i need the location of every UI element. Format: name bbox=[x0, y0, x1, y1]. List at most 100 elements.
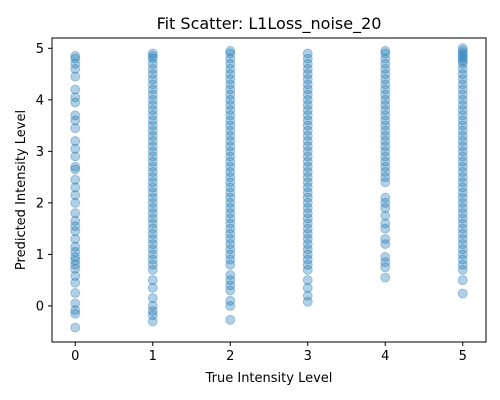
data-point bbox=[302, 151, 313, 162]
data-point bbox=[225, 84, 236, 95]
data-point bbox=[70, 136, 81, 147]
data-point bbox=[302, 172, 313, 183]
data-point bbox=[457, 99, 468, 110]
data-point bbox=[70, 197, 81, 208]
data-point bbox=[225, 130, 236, 141]
data-point bbox=[457, 197, 468, 208]
data-point bbox=[147, 208, 158, 219]
data-point bbox=[225, 79, 236, 90]
data-point bbox=[302, 192, 313, 203]
data-point bbox=[147, 282, 158, 293]
data-point bbox=[457, 48, 468, 59]
y-axis-label: Predicted Intensity Level bbox=[14, 110, 29, 270]
data-point bbox=[457, 89, 468, 100]
data-point bbox=[302, 110, 313, 121]
data-point bbox=[457, 275, 468, 286]
data-point bbox=[380, 251, 391, 262]
data-point bbox=[457, 84, 468, 95]
data-point bbox=[225, 249, 236, 260]
x-tick-label: 4 bbox=[381, 349, 389, 364]
data-point bbox=[147, 89, 158, 100]
data-point bbox=[380, 125, 391, 136]
data-point bbox=[457, 156, 468, 167]
data-point bbox=[70, 53, 81, 64]
data-point bbox=[70, 51, 81, 62]
data-point bbox=[302, 228, 313, 239]
data-point bbox=[380, 203, 391, 214]
data-point bbox=[302, 244, 313, 255]
data-point bbox=[70, 174, 81, 185]
data-point bbox=[457, 254, 468, 265]
data-point bbox=[380, 74, 391, 85]
data-point bbox=[147, 228, 158, 239]
data-point bbox=[457, 125, 468, 136]
data-point bbox=[70, 322, 81, 333]
data-point bbox=[302, 146, 313, 157]
data-point bbox=[302, 161, 313, 172]
data-point bbox=[457, 130, 468, 141]
data-point bbox=[147, 74, 158, 85]
data-point bbox=[457, 187, 468, 198]
data-point bbox=[380, 239, 391, 250]
data-point bbox=[147, 69, 158, 80]
data-point bbox=[225, 53, 236, 64]
data-point bbox=[70, 92, 81, 103]
data-point bbox=[225, 161, 236, 172]
data-point bbox=[147, 120, 158, 131]
data-point bbox=[70, 251, 81, 262]
data-point bbox=[302, 296, 313, 307]
data-point bbox=[302, 136, 313, 147]
data-point bbox=[70, 298, 81, 309]
data-point bbox=[70, 263, 81, 274]
x-tick-label: 5 bbox=[459, 349, 467, 364]
data-point bbox=[302, 53, 313, 64]
data-point bbox=[147, 151, 158, 162]
data-point bbox=[147, 239, 158, 250]
data-point bbox=[70, 143, 81, 154]
data-point bbox=[457, 259, 468, 270]
data-point bbox=[302, 84, 313, 95]
data-point bbox=[147, 99, 158, 110]
data-points bbox=[70, 43, 468, 333]
data-point bbox=[225, 300, 236, 311]
data-point bbox=[147, 233, 158, 244]
data-point bbox=[380, 136, 391, 147]
data-point bbox=[147, 136, 158, 147]
data-point bbox=[457, 161, 468, 172]
data-point bbox=[380, 120, 391, 131]
data-point bbox=[225, 295, 236, 306]
data-point bbox=[147, 177, 158, 188]
data-point bbox=[147, 130, 158, 141]
data-point bbox=[225, 208, 236, 219]
data-point bbox=[380, 166, 391, 177]
data-point bbox=[302, 233, 313, 244]
data-point bbox=[147, 310, 158, 321]
data-point bbox=[457, 239, 468, 250]
data-point bbox=[147, 306, 158, 317]
data-point bbox=[380, 63, 391, 74]
data-point bbox=[70, 241, 81, 252]
data-point bbox=[380, 172, 391, 183]
x-tick-label: 0 bbox=[71, 349, 79, 364]
x-axis-label: True Intensity Level bbox=[205, 371, 333, 386]
data-point bbox=[457, 192, 468, 203]
data-point bbox=[302, 115, 313, 126]
data-point bbox=[225, 151, 236, 162]
data-point bbox=[147, 249, 158, 260]
data-point bbox=[225, 89, 236, 100]
data-point bbox=[225, 254, 236, 265]
data-point bbox=[147, 58, 158, 69]
data-point bbox=[380, 197, 391, 208]
data-point bbox=[225, 48, 236, 59]
data-point bbox=[147, 63, 158, 74]
data-point bbox=[302, 182, 313, 193]
data-point bbox=[457, 105, 468, 116]
data-point bbox=[457, 51, 468, 62]
data-point bbox=[457, 45, 468, 56]
data-point bbox=[70, 215, 81, 226]
data-point bbox=[380, 151, 391, 162]
data-point bbox=[302, 282, 313, 293]
data-point bbox=[457, 63, 468, 74]
data-point bbox=[70, 226, 81, 237]
data-point bbox=[302, 197, 313, 208]
